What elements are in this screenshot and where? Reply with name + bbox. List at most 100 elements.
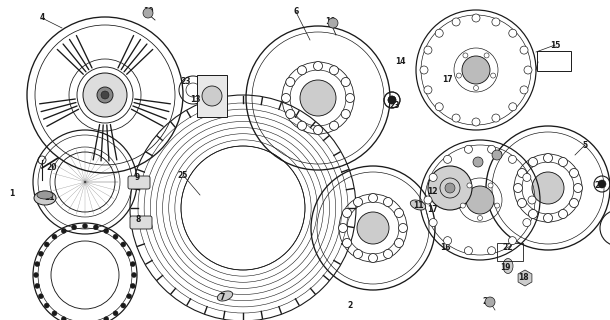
- Circle shape: [435, 29, 443, 37]
- Circle shape: [127, 294, 132, 299]
- Circle shape: [509, 103, 517, 111]
- Text: 5: 5: [583, 140, 587, 149]
- Circle shape: [395, 209, 403, 218]
- Ellipse shape: [503, 259, 513, 274]
- Circle shape: [131, 261, 135, 267]
- Circle shape: [52, 311, 57, 316]
- Circle shape: [485, 297, 495, 307]
- Circle shape: [523, 219, 531, 227]
- Circle shape: [357, 212, 389, 244]
- Circle shape: [83, 73, 127, 117]
- Circle shape: [570, 169, 578, 178]
- Circle shape: [520, 86, 528, 94]
- Circle shape: [384, 197, 392, 206]
- FancyBboxPatch shape: [197, 75, 227, 117]
- Circle shape: [44, 303, 49, 308]
- Circle shape: [467, 183, 472, 188]
- Circle shape: [398, 223, 407, 233]
- Circle shape: [473, 157, 483, 167]
- Circle shape: [127, 251, 132, 256]
- Circle shape: [328, 18, 338, 28]
- Circle shape: [464, 145, 472, 153]
- Circle shape: [488, 183, 493, 188]
- Circle shape: [428, 166, 472, 210]
- Circle shape: [113, 234, 118, 239]
- Circle shape: [570, 198, 578, 207]
- Circle shape: [341, 77, 350, 86]
- Text: 12: 12: [427, 188, 437, 196]
- Text: 19: 19: [500, 263, 510, 273]
- Circle shape: [508, 155, 517, 163]
- Circle shape: [388, 96, 396, 104]
- Circle shape: [300, 80, 336, 116]
- Circle shape: [461, 203, 465, 208]
- Ellipse shape: [411, 200, 426, 210]
- Circle shape: [35, 261, 40, 267]
- Text: 2: 2: [347, 300, 353, 309]
- Circle shape: [132, 273, 137, 277]
- Circle shape: [314, 125, 323, 134]
- Circle shape: [420, 66, 428, 74]
- Circle shape: [131, 284, 135, 288]
- Circle shape: [573, 183, 583, 193]
- Circle shape: [104, 317, 109, 320]
- Circle shape: [492, 18, 500, 26]
- Text: 10: 10: [143, 7, 153, 17]
- Circle shape: [520, 46, 528, 54]
- Circle shape: [495, 203, 500, 208]
- Circle shape: [598, 180, 606, 188]
- Text: 13: 13: [190, 95, 200, 105]
- Circle shape: [462, 56, 490, 84]
- Circle shape: [34, 273, 38, 277]
- Circle shape: [339, 223, 348, 233]
- Text: 23: 23: [390, 100, 400, 109]
- Circle shape: [544, 154, 553, 163]
- Circle shape: [523, 173, 531, 181]
- Circle shape: [101, 91, 109, 99]
- Circle shape: [281, 93, 290, 102]
- Ellipse shape: [37, 191, 53, 199]
- Circle shape: [329, 66, 339, 75]
- Text: 18: 18: [518, 274, 528, 283]
- Circle shape: [329, 121, 339, 130]
- Circle shape: [492, 150, 502, 160]
- Circle shape: [478, 215, 483, 220]
- Circle shape: [368, 194, 378, 203]
- Circle shape: [343, 238, 351, 247]
- Circle shape: [354, 250, 362, 259]
- Text: 3: 3: [475, 157, 481, 166]
- Text: 23: 23: [181, 77, 192, 86]
- Circle shape: [286, 109, 295, 118]
- Text: 8: 8: [135, 215, 141, 225]
- Text: 10: 10: [325, 18, 336, 27]
- Circle shape: [202, 86, 222, 106]
- Circle shape: [44, 242, 49, 247]
- Circle shape: [443, 155, 451, 163]
- Circle shape: [473, 85, 478, 91]
- Circle shape: [559, 157, 567, 166]
- Circle shape: [435, 103, 443, 111]
- Text: 6: 6: [293, 7, 299, 17]
- Circle shape: [384, 250, 392, 259]
- Circle shape: [424, 46, 432, 54]
- Circle shape: [38, 251, 43, 256]
- Text: 23: 23: [595, 180, 605, 189]
- Circle shape: [508, 237, 517, 245]
- Circle shape: [341, 109, 350, 118]
- Ellipse shape: [34, 191, 56, 205]
- Circle shape: [429, 219, 437, 227]
- Circle shape: [452, 114, 460, 122]
- Circle shape: [82, 223, 87, 228]
- Circle shape: [298, 66, 306, 75]
- Circle shape: [472, 14, 480, 22]
- Circle shape: [429, 173, 437, 181]
- Circle shape: [121, 242, 126, 247]
- Circle shape: [445, 183, 455, 193]
- Text: 15: 15: [550, 41, 560, 50]
- Circle shape: [464, 247, 472, 255]
- Text: 10: 10: [492, 150, 502, 159]
- Text: 17: 17: [426, 205, 437, 214]
- Circle shape: [559, 210, 567, 219]
- Circle shape: [395, 238, 403, 247]
- Circle shape: [452, 18, 460, 26]
